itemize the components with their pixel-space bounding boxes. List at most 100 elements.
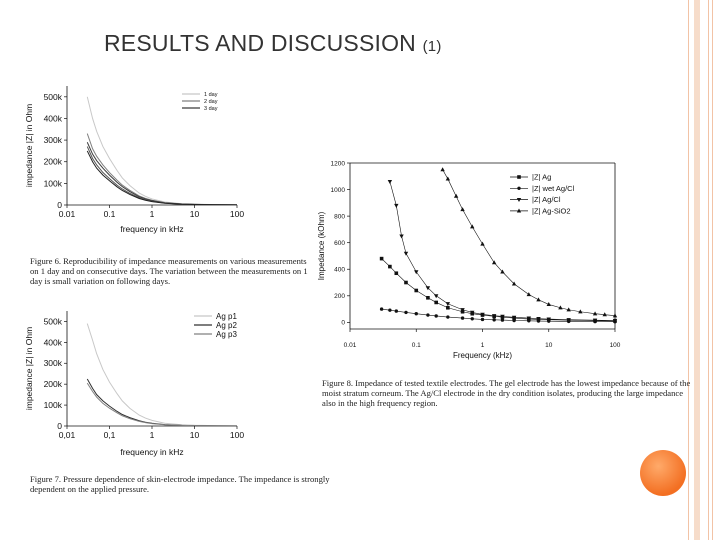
marker-circle (446, 315, 450, 319)
x-tick-label: 0.01 (344, 342, 357, 349)
marker-triangle-up (445, 176, 451, 181)
marker-triangle-up (480, 241, 485, 246)
marker-circle (434, 314, 438, 318)
series-line (86, 382, 238, 426)
marker-circle (394, 309, 399, 313)
marker-square (446, 305, 450, 310)
marker-triangle-down (433, 294, 439, 299)
y-tick-label: 600 (334, 240, 345, 247)
marker-triangle-up (536, 297, 541, 302)
marker-square (517, 175, 521, 179)
x-axis-label: Frequency (kHz) (453, 351, 512, 360)
legend-label: 1 day (204, 92, 218, 98)
y-tick-label: 1200 (331, 160, 346, 167)
marker-circle (512, 318, 516, 323)
marker-triangle-down (612, 318, 618, 323)
orange-dot (640, 450, 686, 496)
x-tick-label: 0.1 (412, 342, 421, 349)
marker-triangle-down (480, 312, 485, 317)
series-line (442, 169, 616, 317)
marker-triangle-down (511, 315, 517, 320)
y-axis-label: impedance |Z| in Ohm (24, 327, 34, 410)
series-line (86, 142, 238, 205)
marker-circle (470, 317, 474, 321)
marker-triangle-down (516, 198, 522, 202)
marker-circle (379, 307, 384, 311)
plot-area (86, 323, 238, 426)
marker-triangle-up (491, 260, 497, 265)
marker-triangle-up (440, 167, 445, 172)
series-line (86, 150, 238, 205)
slide-title: RESULTS AND DISCUSSION (1) (104, 30, 442, 57)
marker-triangle-up (602, 312, 607, 317)
series-line (86, 323, 238, 426)
frame-line-3 (712, 0, 713, 540)
marker-triangle-down (445, 302, 451, 307)
x-tick-label: 100 (610, 342, 621, 349)
marker-triangle-down (399, 234, 404, 239)
series-line (86, 133, 238, 205)
marker-circle (492, 318, 496, 322)
y-tick-label: 300k (44, 358, 63, 368)
y-tick-label: 800 (334, 213, 345, 220)
y-tick-label: 100k (44, 400, 63, 410)
marker-circle (414, 312, 418, 316)
plot-area (379, 167, 618, 324)
y-axis-label: impedance |Z| in Ohm (24, 104, 34, 187)
y-tick-label: 200k (44, 157, 63, 167)
frame-band (694, 0, 700, 540)
marker-circle (500, 318, 505, 322)
legend-label: |Z| Ag-SiO2 (532, 207, 571, 216)
caption-fig6: Figure 6. Reproducibility of impedance m… (30, 256, 308, 286)
marker-triangle-up (612, 313, 618, 318)
caption-fig8: Figure 8. Impedance of tested textile el… (322, 378, 691, 408)
marker-triangle-down (403, 251, 409, 256)
legend-label: 3 day (204, 106, 218, 112)
marker-circle (527, 319, 531, 323)
marker-circle (517, 186, 521, 190)
series-line (86, 96, 238, 205)
legend-label: Ag p1 (216, 312, 237, 321)
x-tick-label: 0.01 (59, 209, 76, 219)
x-tick-label: 0.1 (104, 209, 116, 219)
x-tick-label: 10 (190, 209, 200, 219)
marker-triangle-up (578, 309, 583, 314)
marker-triangle-up (453, 193, 459, 198)
legend-label: |Z| Ag/Cl (532, 195, 561, 204)
x-tick-label: 100 (230, 209, 244, 219)
marker-triangle-down (536, 317, 541, 322)
marker-triangle-up (526, 292, 532, 297)
series-markers (379, 307, 617, 324)
x-tick-label: 0,1 (104, 430, 116, 440)
x-tick-label: 1 (150, 430, 155, 440)
marker-triangle-up (500, 269, 505, 274)
x-tick-label: 1 (150, 209, 155, 219)
marker-square (388, 264, 392, 269)
x-axis-label: frequency in kHz (120, 224, 183, 234)
y-tick-label: 300k (44, 135, 63, 145)
marker-circle (426, 313, 430, 317)
marker-triangle-up (516, 208, 522, 213)
marker-circle (480, 317, 485, 322)
y-tick-label: 400 (334, 267, 345, 274)
legend-label: Ag p3 (216, 330, 237, 339)
y-tick-label: 200 (334, 293, 345, 300)
marker-triangle-down (526, 316, 532, 321)
plot-area (86, 96, 238, 205)
y-tick-label: 0 (57, 200, 62, 210)
marker-square (394, 271, 399, 276)
y-tick-label: 200k (44, 379, 63, 389)
marker-triangle-down (491, 314, 497, 319)
y-tick-label: 400k (44, 113, 63, 123)
marker-triangle-up (592, 311, 598, 316)
marker-square (379, 256, 384, 261)
x-tick-label: 10 (545, 342, 553, 349)
slide-title-text: RESULTS AND DISCUSSION (104, 30, 416, 56)
frame-line-1 (688, 0, 689, 540)
legend-label: |Z| Ag (532, 173, 551, 182)
marker-circle (404, 310, 408, 315)
legend-label: Ag p2 (216, 321, 237, 330)
frame-line-2 (708, 0, 709, 540)
marker-triangle-down (460, 308, 465, 313)
y-tick-label: 0 (57, 421, 62, 431)
